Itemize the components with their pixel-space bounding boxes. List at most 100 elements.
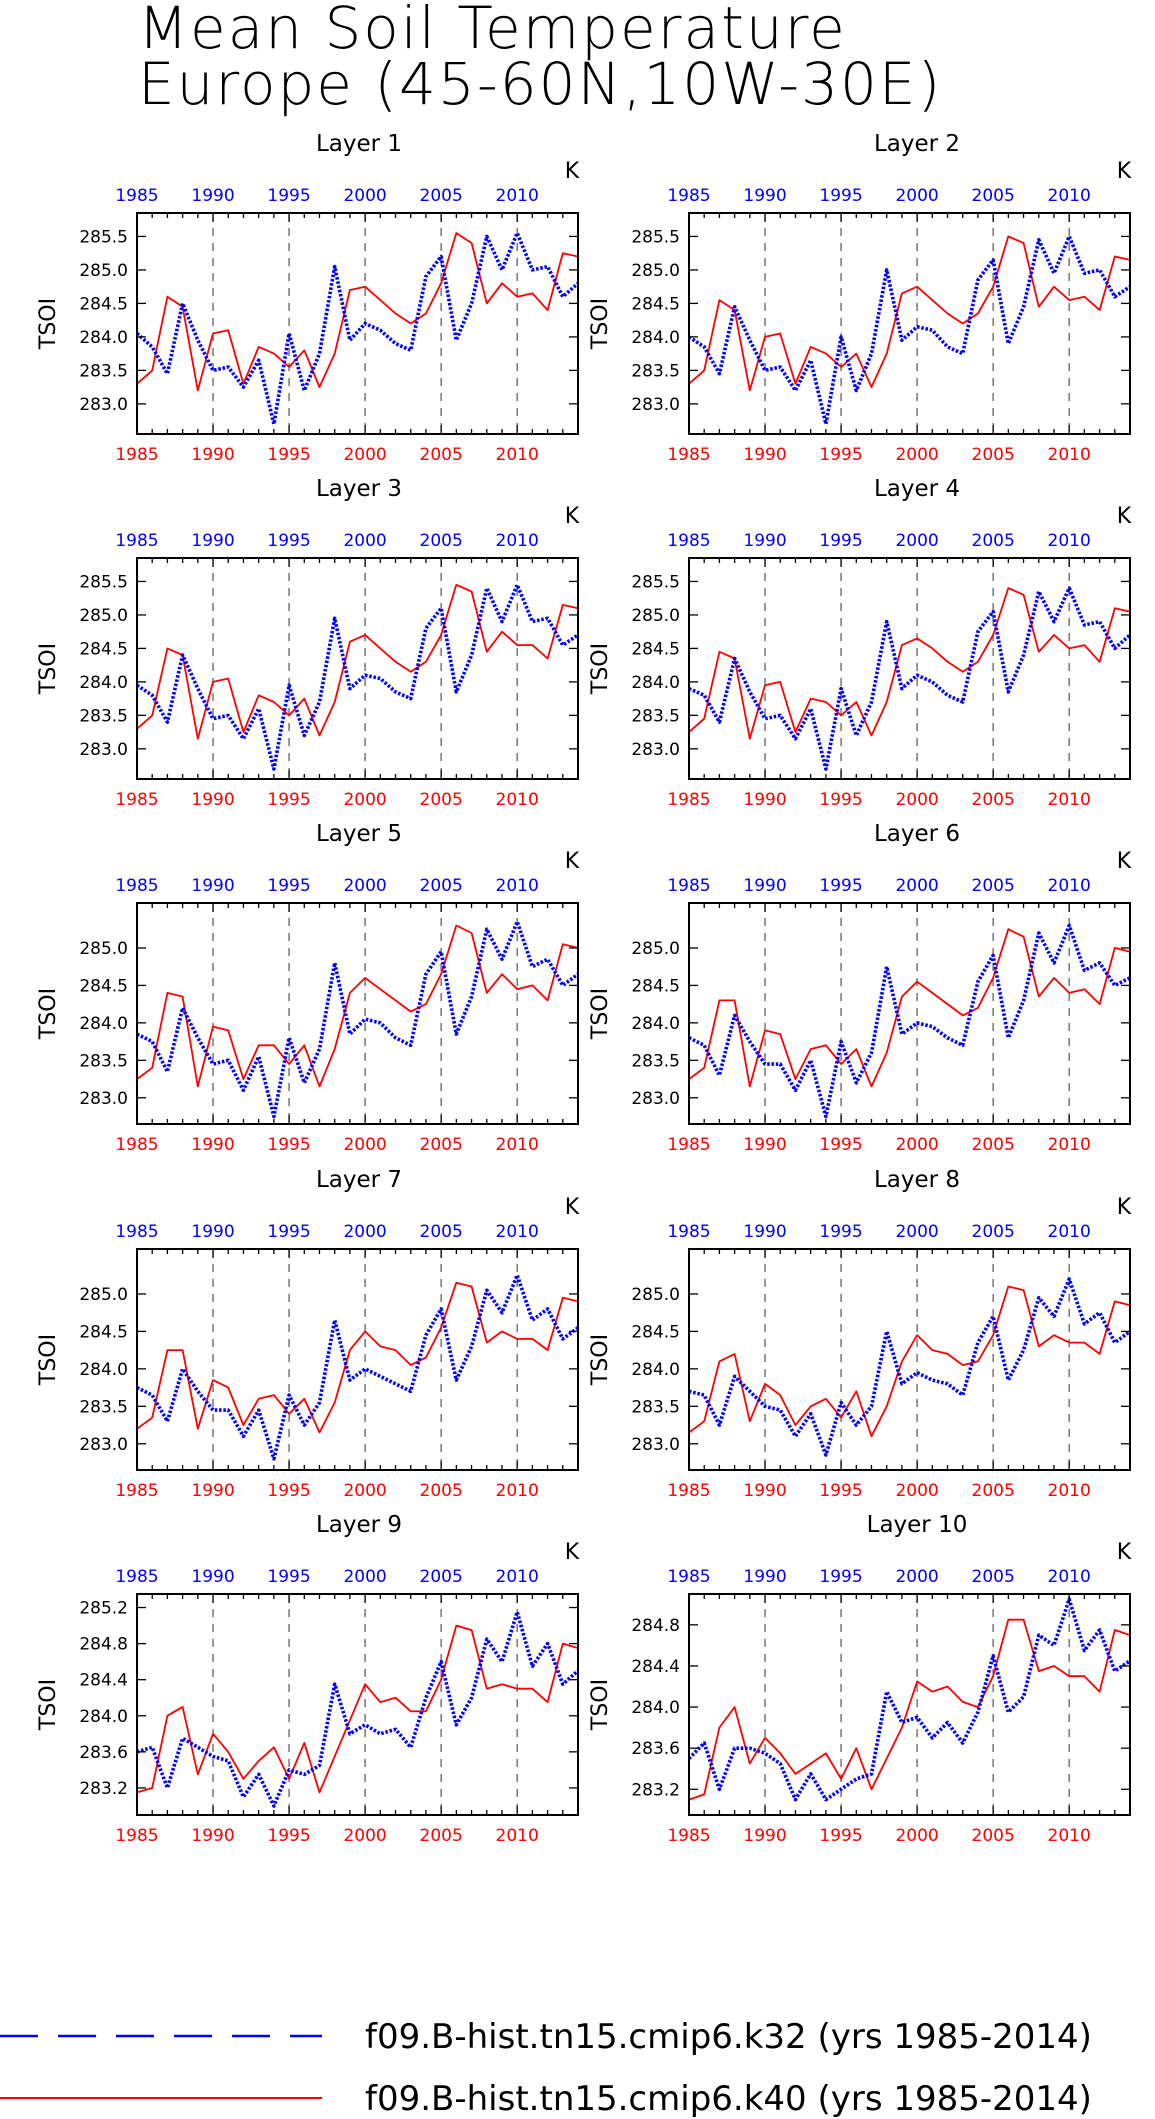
x-tick-label-bottom-2010: 2010	[1048, 445, 1091, 465]
x-tick-label-top-1990: 1990	[743, 186, 786, 206]
x-tick-label-top-2005: 2005	[972, 186, 1015, 206]
y-tick-label-283.5: 283.5	[79, 1051, 128, 1071]
x-tick-label-bottom-2005: 2005	[972, 1135, 1015, 1155]
units-label: K	[1117, 1195, 1132, 1220]
y-tick-label-284.5: 284.5	[631, 639, 680, 659]
y-tick-label-283.0: 283.0	[79, 1089, 128, 1109]
y-tick-label-284.0: 284.0	[631, 328, 680, 348]
y-tick-label-284.0: 284.0	[79, 1707, 128, 1727]
x-tick-label-bottom-1990: 1990	[191, 1481, 234, 1501]
y-tick-label-284.5: 284.5	[631, 294, 680, 314]
y-axis-label: TSOI	[588, 1679, 613, 1731]
legend: f09.B-hist.tn15.cmip6.k32 (yrs 1985-2014…	[0, 2017, 1092, 2119]
x-tick-label-bottom-1990: 1990	[743, 445, 786, 465]
x-tick-label-top-2000: 2000	[343, 1222, 386, 1242]
x-tick-label-bottom-1985: 1985	[667, 1481, 710, 1501]
y-axis-label: TSOI	[36, 988, 61, 1040]
series-line-k32	[688, 1277, 1132, 1457]
panel-title: Layer 10	[867, 1512, 968, 1538]
x-tick-label-bottom-2000: 2000	[895, 1135, 938, 1155]
x-tick-label-bottom-1985: 1985	[115, 1826, 158, 1846]
series-line-k40	[688, 587, 1131, 740]
y-tick-label-283.6: 283.6	[631, 1739, 680, 1759]
figure-title: Mean Soil Temperature Europe (45-60N,10W…	[138, 0, 943, 118]
y-tick-label-284.5: 284.5	[79, 294, 128, 314]
x-tick-label-bottom-2000: 2000	[895, 790, 938, 810]
x-tick-label-bottom-1990: 1990	[743, 790, 786, 810]
x-tick-label-bottom-2000: 2000	[895, 445, 938, 465]
y-axis-label: TSOI	[588, 1334, 613, 1386]
y-tick-label-283.5: 283.5	[79, 361, 128, 381]
x-tick-label-top-1985: 1985	[115, 876, 158, 896]
x-tick-label-bottom-1990: 1990	[191, 1826, 234, 1846]
y-tick-label-283.0: 283.0	[631, 740, 680, 760]
x-tick-label-top-2000: 2000	[895, 1567, 938, 1587]
x-tick-label-top-1990: 1990	[743, 1567, 786, 1587]
x-tick-label-bottom-2005: 2005	[972, 445, 1015, 465]
y-tick-label-283.5: 283.5	[631, 1051, 680, 1071]
panel-title: Layer 6	[874, 821, 960, 847]
x-tick-label-bottom-1990: 1990	[191, 790, 234, 810]
x-tick-label-top-1990: 1990	[743, 531, 786, 551]
series-line-k32	[136, 919, 580, 1119]
x-tick-label-top-2010: 2010	[496, 1222, 539, 1242]
units-label: K	[1117, 159, 1132, 184]
y-tick-label-285.5: 285.5	[631, 572, 680, 592]
series-line-k40	[136, 1281, 579, 1434]
x-tick-label-top-2005: 2005	[420, 876, 463, 896]
x-tick-label-top-2010: 2010	[496, 186, 539, 206]
units-label: K	[1117, 504, 1132, 529]
x-tick-label-bottom-1985: 1985	[667, 445, 710, 465]
y-tick-label-285.0: 285.0	[631, 606, 680, 626]
legend-label-k40: f09.B-hist.tn15.cmip6.k40 (yrs 1985-2014…	[365, 2079, 1092, 2119]
panel-title: Layer 1	[316, 131, 402, 157]
x-tick-label-top-2000: 2000	[343, 1567, 386, 1587]
x-tick-label-top-1985: 1985	[115, 1567, 158, 1587]
panel-title: Layer 9	[316, 1512, 402, 1538]
x-tick-label-top-1990: 1990	[191, 1567, 234, 1587]
x-tick-label-top-1995: 1995	[819, 186, 862, 206]
panel-layer-6: Layer 6 K 1985 1985 1990 1990 1995 1995 2000 2000…	[588, 821, 1132, 1155]
y-tick-label-284.0: 284.0	[631, 1014, 680, 1034]
series-line-k40	[688, 928, 1131, 1088]
x-tick-label-top-1985: 1985	[115, 1222, 158, 1242]
series-line-k40	[136, 924, 579, 1088]
x-tick-label-top-1985: 1985	[115, 186, 158, 206]
x-tick-label-top-1995: 1995	[267, 1567, 310, 1587]
x-tick-label-bottom-2005: 2005	[972, 790, 1015, 810]
y-axis-label: TSOI	[36, 1679, 61, 1731]
x-tick-label-bottom-2005: 2005	[420, 790, 463, 810]
x-tick-label-bottom-1985: 1985	[667, 790, 710, 810]
y-tick-label-285.0: 285.0	[631, 1285, 680, 1305]
series-line-k40	[688, 1285, 1131, 1438]
y-tick-label-283.0: 283.0	[631, 395, 680, 415]
y-tick-label-284.8: 284.8	[631, 1616, 680, 1636]
y-tick-label-285.0: 285.0	[79, 939, 128, 959]
y-tick-label-283.0: 283.0	[631, 1435, 680, 1455]
x-tick-label-bottom-2005: 2005	[420, 445, 463, 465]
series-line-k40	[688, 1618, 1131, 1801]
x-tick-label-top-1995: 1995	[819, 1222, 862, 1242]
units-label: K	[565, 849, 580, 874]
y-axis-label: TSOI	[36, 1334, 61, 1386]
x-tick-label-top-2005: 2005	[420, 1567, 463, 1587]
x-tick-label-bottom-2010: 2010	[496, 445, 539, 465]
panel-layer-5: Layer 5 K 1985 1985 1990 1990 1995 1995 2000 2000…	[36, 821, 580, 1155]
x-tick-label-top-2000: 2000	[895, 876, 938, 896]
y-tick-label-283.5: 283.5	[631, 361, 680, 381]
y-tick-label-284.0: 284.0	[631, 1360, 680, 1380]
x-tick-label-top-1985: 1985	[115, 531, 158, 551]
plot-frame	[688, 212, 1131, 435]
series-line-k40	[136, 232, 579, 392]
y-tick-label-284.0: 284.0	[79, 1360, 128, 1380]
x-tick-label-bottom-1995: 1995	[267, 790, 310, 810]
series-line-k40	[136, 1624, 579, 1794]
x-tick-label-bottom-1990: 1990	[743, 1135, 786, 1155]
x-tick-label-top-1990: 1990	[191, 186, 234, 206]
x-tick-label-top-2005: 2005	[972, 1567, 1015, 1587]
y-tick-label-284.0: 284.0	[631, 673, 680, 693]
legend-label-k32: f09.B-hist.tn15.cmip6.k32 (yrs 1985-2014…	[365, 2017, 1092, 2057]
x-tick-label-bottom-1995: 1995	[819, 445, 862, 465]
figure-title-line-2: Europe (45-60N,10W-30E)	[138, 50, 943, 118]
y-tick-label-285.5: 285.5	[79, 227, 128, 247]
